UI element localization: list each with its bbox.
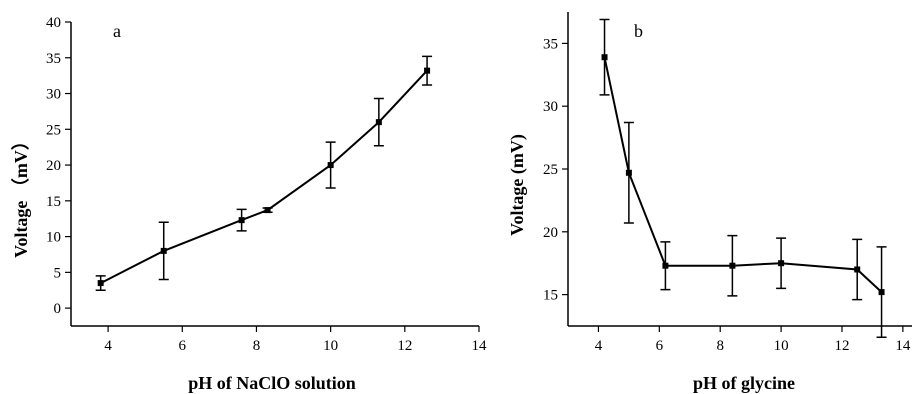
- data-point-b: [601, 54, 608, 61]
- y-tick-label-a: 15: [46, 194, 61, 210]
- x-tick-label-b: 6: [656, 338, 664, 354]
- y-axis-title-b: Voltage (mV): [507, 134, 528, 236]
- chart-panel-a: a pH of NaClO solution Voltage （mV） 4 6 8 1…: [11, 15, 487, 393]
- data-point-a: [238, 217, 245, 224]
- x-tick-label-a: 12: [397, 338, 412, 354]
- panel-label-a: a: [113, 21, 121, 41]
- y-tick-label-a: 20: [46, 158, 61, 174]
- x-tick-label-b: 12: [834, 338, 849, 354]
- x-tick-label-a: 8: [253, 338, 261, 354]
- chart-panel-b: b pH of glycine Voltage (mV) 4 6 8 10 12 14 15…: [507, 12, 912, 393]
- x-axis-title-b: pH of glycine: [693, 373, 795, 393]
- data-point-b: [625, 169, 632, 176]
- data-point-a: [97, 280, 104, 287]
- x-tick-label-a: 6: [179, 338, 187, 354]
- data-point-b: [662, 262, 669, 269]
- y-tick-label-a: 30: [46, 87, 61, 103]
- data-point-a: [264, 207, 271, 214]
- data-point-a: [375, 119, 382, 126]
- x-tick-label-a: 10: [323, 338, 338, 354]
- x-tick-label-b: 14: [895, 338, 911, 354]
- data-point-b: [729, 262, 736, 269]
- data-point-b: [778, 260, 785, 267]
- data-point-a: [327, 162, 334, 169]
- y-tick-label-a: 5: [54, 265, 62, 281]
- data-point-a: [160, 247, 167, 254]
- x-axis-title-a: pH of NaClO solution: [188, 373, 356, 393]
- x-tick-label-a: 14: [472, 338, 488, 354]
- y-tick-label-b: 30: [543, 99, 558, 115]
- panel-label-b: b: [634, 21, 643, 41]
- y-tick-label-b: 35: [543, 36, 558, 52]
- x-tick-label-a: 4: [104, 338, 112, 354]
- y-tick-label-a: 40: [46, 15, 61, 31]
- y-tick-label-a: 0: [54, 301, 62, 317]
- data-point-b: [878, 289, 885, 296]
- y-tick-label-b: 20: [543, 225, 558, 241]
- y-tick-label-b: 15: [543, 288, 558, 304]
- data-point-b: [854, 266, 861, 273]
- x-tick-label-b: 10: [774, 338, 789, 354]
- series-line-b: [603, 56, 883, 293]
- y-axis-title-a: Voltage （mV）: [11, 132, 31, 258]
- x-tick-label-b: 4: [595, 338, 603, 354]
- data-point-a: [424, 67, 431, 74]
- x-tick-label-b: 8: [716, 338, 724, 354]
- y-tick-label-a: 10: [46, 230, 61, 246]
- y-tick-label-b: 25: [543, 162, 558, 178]
- y-tick-label-a: 25: [46, 122, 61, 138]
- y-tick-label-a: 35: [46, 51, 61, 67]
